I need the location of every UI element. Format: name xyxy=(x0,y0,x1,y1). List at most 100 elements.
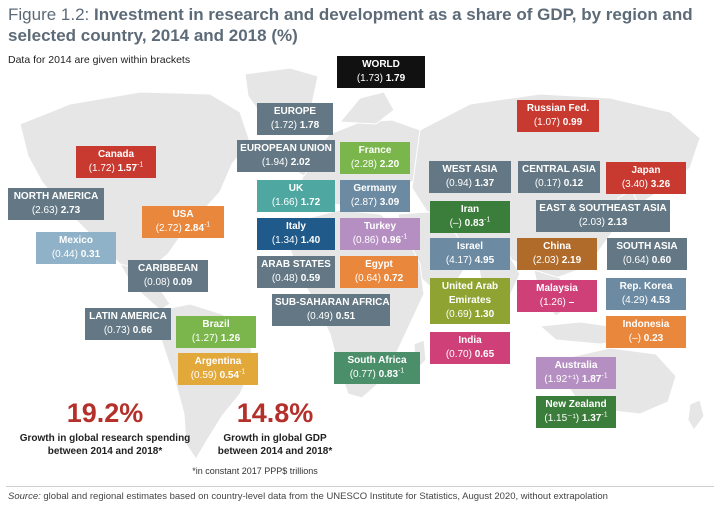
box-west-asia: WEST ASIA (0.94) 1.37 xyxy=(429,161,511,193)
value-2018: 0.96 xyxy=(381,235,402,246)
box-name: SOUTH ASIA xyxy=(616,241,678,252)
value-2018: 0.51 xyxy=(335,311,356,322)
value-2014: (–) xyxy=(628,333,641,344)
box-israel: Israel (4.17) 4.95 xyxy=(430,238,510,270)
box-south-asia: SOUTH ASIA (0.64) 0.60 xyxy=(607,238,687,270)
box-name: Malaysia xyxy=(536,283,578,294)
source-label: Source: xyxy=(8,491,41,502)
box-name: Russian Fed. xyxy=(526,103,590,114)
box-egypt: Egypt (0.64) 0.72 xyxy=(340,256,418,288)
box-european-union: EUROPEAN UNION (1.94) 2.02 xyxy=(237,140,335,172)
value-2014: (0.77) xyxy=(349,369,376,380)
box-name: India xyxy=(458,335,482,346)
value-2018: 1.79 xyxy=(385,73,406,84)
value-2014: (0.94) xyxy=(445,178,472,189)
box-name: USA xyxy=(172,209,194,220)
box-name: China xyxy=(543,241,571,252)
box-name: WORLD xyxy=(362,59,400,70)
value-2018: 1.87 xyxy=(581,374,602,385)
value-2018: 3.09 xyxy=(379,197,400,208)
box-malaysia: Malaysia (1.26) – xyxy=(517,280,597,312)
box-name: South Africa xyxy=(347,355,407,366)
box-australia: Australia (1.92⁺¹) 1.87-1 xyxy=(536,357,616,389)
box-name: SUB-SAHARAN AFRICA xyxy=(275,297,390,308)
value-2018: 0.66 xyxy=(132,325,153,336)
value-2014: (0.64) xyxy=(622,255,649,266)
value-2018: 0.83 xyxy=(378,369,399,380)
value-2018: 2.20 xyxy=(379,159,400,170)
value-2018: 0.12 xyxy=(563,178,584,189)
value-2018: 0.83 xyxy=(464,218,485,229)
value-2014: (1.27) xyxy=(191,333,218,344)
box-name: Italy xyxy=(285,221,306,232)
box-name: Japan xyxy=(631,165,661,176)
box-iran: Iran (–) 0.83-1 xyxy=(430,201,510,233)
value-2018-note: -1 xyxy=(239,368,246,376)
box-name: Indonesia xyxy=(622,319,670,330)
figure-title: Figure 1.2: Investment in research and d… xyxy=(8,4,708,46)
value-2014: (1.34) xyxy=(271,235,298,246)
box-central-asia: CENTRAL ASIA (0.17) 0.12 xyxy=(518,161,600,193)
value-2018: 2.02 xyxy=(290,157,311,168)
footnote: *in constant 2017 PPP$ trillions xyxy=(192,466,318,476)
box-name: Brazil xyxy=(202,319,230,330)
box-argentina: Argentina (0.59) 0.54-1 xyxy=(178,353,258,385)
value-2014: (0.73) xyxy=(103,325,130,336)
box-world: WORLD (1.73) 1.79 xyxy=(337,56,425,88)
value-2014: (2.03) xyxy=(578,217,605,228)
box-italy: Italy (1.34) 1.40 xyxy=(257,218,335,250)
box-turkey: Turkey (0.86) 0.96-1 xyxy=(340,218,420,250)
value-2018: 0.59 xyxy=(300,273,321,284)
value-2014: (1.07) xyxy=(533,117,560,128)
value-2014: (0.69) xyxy=(445,309,472,320)
box-name: EUROPEAN UNION xyxy=(240,143,332,154)
box-germany: Germany (2.87) 3.09 xyxy=(340,180,410,212)
figure-title-text: Investment in research and development a… xyxy=(8,5,693,45)
box-name: France xyxy=(358,145,392,156)
value-2014: (0.86) xyxy=(352,235,379,246)
value-2018: 0.31 xyxy=(80,249,101,260)
value-2018: 1.37 xyxy=(474,178,495,189)
value-2014: (1.72) xyxy=(270,120,297,131)
box-name: Canada xyxy=(97,149,135,160)
box-arab-states: ARAB STATES (0.48) 0.59 xyxy=(257,256,335,288)
value-2014: (1.72) xyxy=(88,163,115,174)
value-2018-note: -1 xyxy=(137,161,144,169)
divider xyxy=(6,486,714,487)
value-2018: 1.30 xyxy=(474,309,495,320)
value-2018: 3.26 xyxy=(650,179,671,190)
box-name: Iran xyxy=(460,204,480,215)
subtitle: Data for 2014 are given within brackets xyxy=(8,54,191,66)
box-new-zealand: New Zealand (1.15⁻¹) 1.37-1 xyxy=(536,396,616,428)
value-2018: 0.60 xyxy=(651,255,672,266)
value-2014: (1.94) xyxy=(261,157,288,168)
figure-number: Figure 1.2: xyxy=(8,5,90,24)
value-2018: 2.13 xyxy=(607,217,628,228)
box-name: Germany xyxy=(353,183,397,194)
value-2014: (0.59) xyxy=(190,370,217,381)
value-2014: (0.08) xyxy=(143,277,170,288)
box-name: CENTRAL ASIA xyxy=(522,164,596,175)
value-2014: (0.49) xyxy=(306,311,333,322)
box-name: Australia xyxy=(554,360,598,371)
stat-research-spending-value: 19.2% xyxy=(66,398,144,428)
value-2018: 2.19 xyxy=(561,255,582,266)
box-name: New Zealand xyxy=(545,399,607,410)
value-2018: 2.84 xyxy=(184,223,205,234)
value-2014: (1.92⁺¹) xyxy=(544,374,580,385)
value-2018: – xyxy=(568,297,575,308)
value-2014: (2.28) xyxy=(350,159,377,170)
value-2018-note: -1 xyxy=(401,233,408,241)
value-2018-note: -1 xyxy=(601,411,608,419)
value-2018: 1.26 xyxy=(220,333,241,344)
box-name: WEST ASIA xyxy=(442,164,498,175)
value-2014: (4.17) xyxy=(445,255,472,266)
box-france: France (2.28) 2.20 xyxy=(340,142,410,174)
box-brazil: Brazil (1.27) 1.26 xyxy=(176,316,256,348)
box-name: Rep. Korea xyxy=(619,281,673,292)
value-2018: 1.72 xyxy=(300,197,321,208)
value-2018: 0.65 xyxy=(474,349,495,360)
value-2014: (2.72) xyxy=(155,223,182,234)
value-2014: (0.64) xyxy=(354,273,381,284)
value-2014: (3.40) xyxy=(621,179,648,190)
